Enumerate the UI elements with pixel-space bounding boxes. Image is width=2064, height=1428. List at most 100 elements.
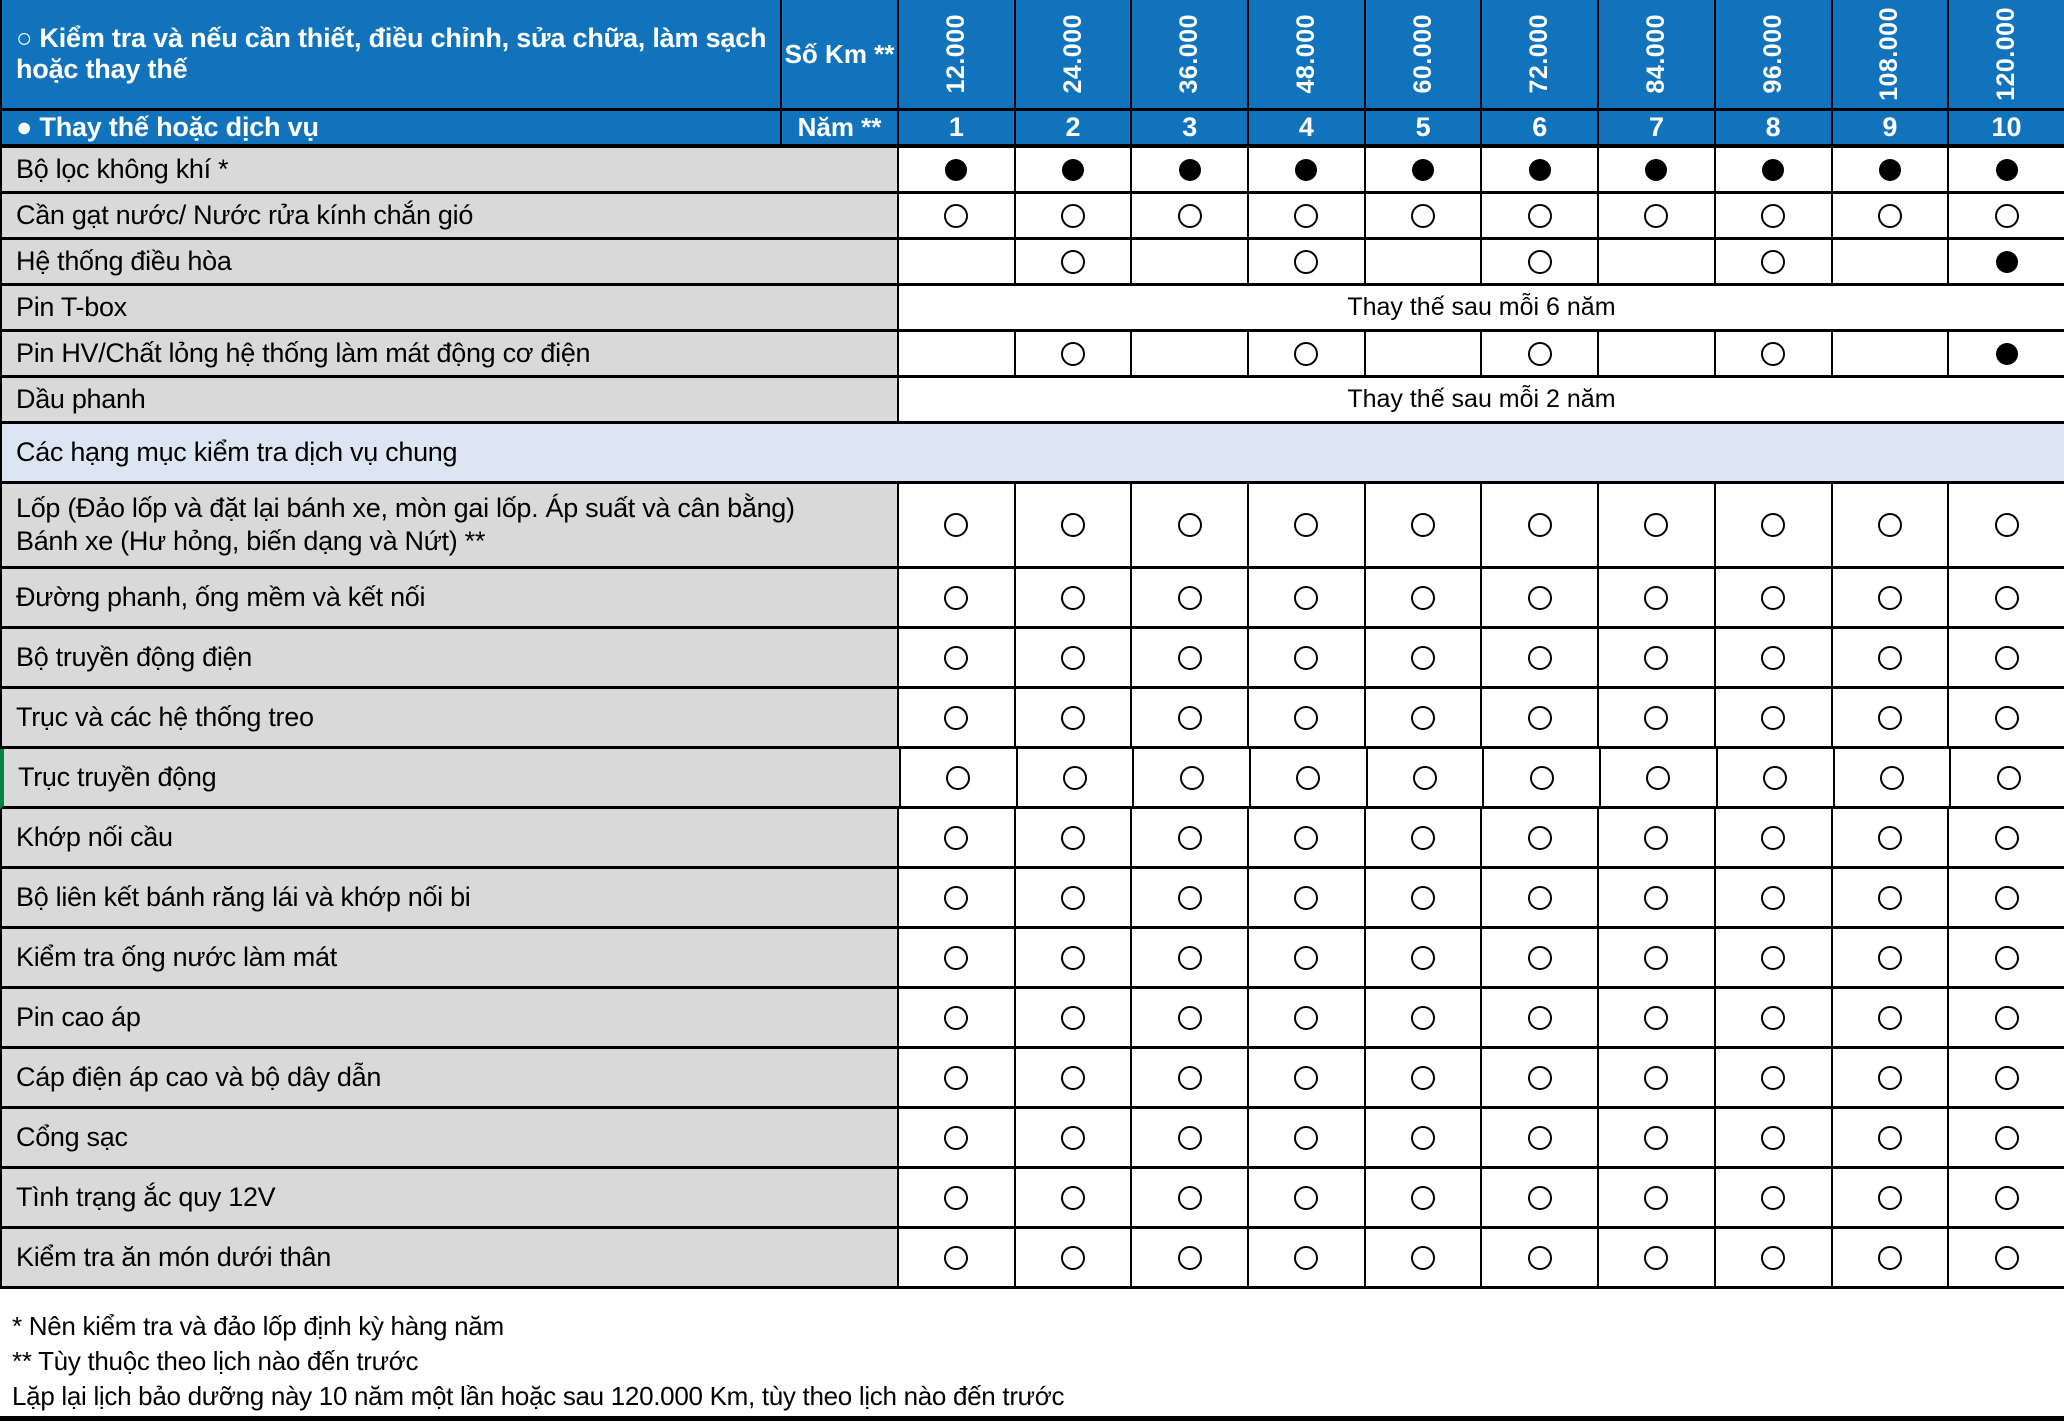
row-label-text: Cần gạt nước/ Nước rửa kính chắn gió [16, 200, 474, 230]
footnotes: * Nên kiểm tra và đảo lốp định kỳ hàng n… [0, 1289, 2064, 1414]
schedule-cell [1832, 1109, 1950, 1166]
inspect-circle-icon [944, 1185, 969, 1210]
inspect-circle-icon [1411, 945, 1436, 970]
schedule-cell [1482, 689, 1600, 746]
inspect-circle-icon [1761, 645, 1786, 670]
year-header-cell: 1 [899, 111, 1016, 144]
schedule-cell [1715, 869, 1833, 926]
table-row: Hệ thống điều hòa [0, 240, 2064, 286]
schedule-cell [1484, 749, 1602, 806]
schedule-cell [1949, 929, 2064, 986]
inspect-circle-icon [1177, 513, 1202, 537]
schedule-cell [1132, 929, 1250, 986]
inspect-circle-icon [1761, 585, 1786, 610]
inspect-circle-icon [1061, 249, 1086, 274]
schedule-cell [1832, 989, 1950, 1046]
row-label-text: Cổng sạc [16, 1122, 128, 1152]
schedule-cell [899, 194, 1016, 237]
inspect-circle-icon [944, 1065, 969, 1090]
schedule-cell [1482, 569, 1600, 626]
schedule-cell [1015, 240, 1133, 283]
inspect-circle-icon [1177, 1245, 1202, 1270]
row-label-text: Trục truyền động [18, 762, 217, 792]
km-header-cell: 12.000 [899, 0, 1016, 108]
schedule-cell [1599, 1049, 1716, 1106]
inspect-circle-icon [944, 945, 969, 970]
schedule-cell [1482, 148, 1600, 191]
schedule-cell [1949, 194, 2064, 237]
schedule-cell [1365, 689, 1483, 746]
km-header-cell: 120.000 [1949, 0, 2064, 108]
inspect-circle-icon [1761, 1125, 1786, 1150]
schedule-cell [1715, 989, 1833, 1046]
schedule-cell [1015, 629, 1133, 686]
inspect-circle-icon [1761, 513, 1786, 537]
inspect-circle-icon [1877, 513, 1902, 537]
table-row: Pin cao áp [0, 989, 2064, 1049]
row-label: Cần gạt nước/ Nước rửa kính chắn gió [2, 194, 899, 237]
inspect-circle-icon [1644, 825, 1669, 850]
inspect-circle-icon [1994, 885, 2019, 910]
inspect-circle-icon [1411, 825, 1436, 850]
schedule-cell [899, 569, 1016, 626]
schedule-cell [1249, 332, 1366, 375]
schedule-cell [1249, 1109, 1366, 1166]
row-label-text-2: Bánh xe (Hư hỏng, biến dạng và Nứt) ** [16, 526, 486, 556]
inspect-circle-icon [1294, 1245, 1319, 1270]
inspect-circle-icon [1763, 765, 1788, 790]
schedule-cell [1482, 809, 1600, 866]
schedule-cell [1249, 1049, 1366, 1106]
schedule-cell [1949, 809, 2064, 866]
inspect-circle-icon [1063, 765, 1088, 790]
inspect-circle-icon [1996, 765, 2021, 790]
inspect-circle-icon [1761, 705, 1786, 730]
schedule-cell [1249, 629, 1366, 686]
inspect-circle-icon [1527, 705, 1552, 730]
inspect-circle-icon [1527, 513, 1552, 537]
schedule-cell [1017, 749, 1135, 806]
inspect-circle-icon [1294, 825, 1319, 850]
inspect-circle-icon [1294, 249, 1319, 274]
schedule-cell [1949, 240, 2064, 283]
schedule-cell [1951, 749, 2064, 806]
schedule-cell [1715, 1049, 1833, 1106]
schedule-cell [1601, 749, 1718, 806]
inspect-circle-icon [1994, 513, 2019, 537]
inspect-circle-icon [1061, 585, 1086, 610]
year-header-cell: 7 [1599, 111, 1716, 144]
inspect-circle-icon [946, 765, 971, 790]
schedule-cell [1249, 148, 1366, 191]
schedule-cell [1599, 332, 1716, 375]
inspect-circle-icon [1177, 645, 1202, 670]
inspect-circle-icon [1527, 585, 1552, 610]
schedule-cell [899, 689, 1016, 746]
schedule-cell [1132, 194, 1250, 237]
schedule-cell [1482, 1049, 1600, 1106]
schedule-cell [1132, 869, 1250, 926]
inspect-circle-icon [1179, 765, 1204, 790]
inspect-circle-icon [1994, 1125, 2019, 1150]
row-label-text: Lốp (Đảo lốp và đặt lại bánh xe, mòn gai… [16, 493, 795, 523]
schedule-cell [1015, 869, 1133, 926]
inspect-circle-icon [1411, 1065, 1436, 1090]
inspect-circle-icon [1177, 1065, 1202, 1090]
km-header-value: 48.000 [1291, 14, 1320, 94]
schedule-cell [1482, 989, 1600, 1046]
inspect-circle-icon [1294, 1005, 1319, 1030]
year-header-cell: 3 [1132, 111, 1250, 144]
inspect-circle-icon [1411, 705, 1436, 730]
inspect-circle-icon [1761, 1185, 1786, 1210]
inspect-circle-icon [1877, 1185, 1902, 1210]
inspect-circle-icon [1877, 825, 1902, 850]
inspect-circle-icon [1177, 885, 1202, 910]
row-label-text: Bộ lọc không khí * [16, 154, 229, 184]
schedule-cell [1599, 1169, 1716, 1226]
schedule-cell [1715, 689, 1833, 746]
schedule-cell [1365, 484, 1483, 566]
inspect-circle-icon [1296, 765, 1321, 790]
km-unit-text: Số Km ** [784, 38, 895, 69]
schedule-cell [1015, 1109, 1133, 1166]
schedule-cell [1365, 1049, 1483, 1106]
schedule-cell [1015, 569, 1133, 626]
